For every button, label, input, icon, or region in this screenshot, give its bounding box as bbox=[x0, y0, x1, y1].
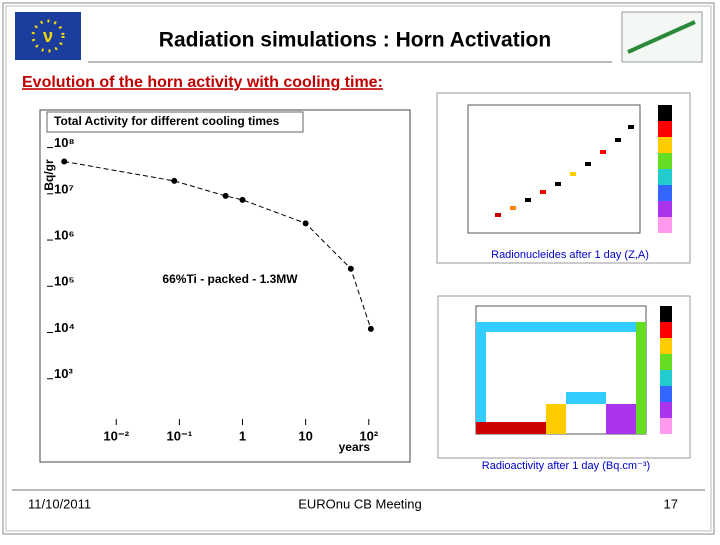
x-tick-label: 1 bbox=[239, 428, 246, 443]
y-axis-label: Bq/gr bbox=[42, 159, 56, 191]
slide-title: Radiation simulations : Horn Activation bbox=[159, 29, 551, 52]
y-tick-label: 10⁶ bbox=[54, 227, 74, 242]
x-tick-label: 10⁻¹ bbox=[167, 428, 193, 443]
eu-stars bbox=[31, 19, 65, 53]
zA-map-cells bbox=[495, 125, 634, 217]
y-tick-label: 10⁵ bbox=[54, 274, 75, 289]
data-point bbox=[347, 265, 354, 272]
zA-map-panel bbox=[436, 92, 691, 264]
x-tick-label: 10² bbox=[359, 428, 378, 443]
y-tick-label: 10⁸ bbox=[54, 135, 75, 150]
data-point bbox=[367, 325, 374, 332]
y-tick-label: 10³ bbox=[54, 366, 73, 381]
caption-bottom: Radioactivity after 1 day (Bq.cm⁻³) bbox=[482, 460, 650, 472]
data-point bbox=[222, 192, 229, 199]
y-tick-label: 10⁴ bbox=[54, 320, 75, 335]
footer-date: 11/10/2011 bbox=[28, 496, 91, 511]
chart-annotation: 66%Ti - packed - 1.3MW bbox=[162, 272, 298, 286]
x-tick-label: 10⁻² bbox=[103, 428, 129, 443]
x-axis-label: years bbox=[339, 440, 371, 454]
chart-title-box bbox=[46, 111, 304, 133]
chart-panel bbox=[39, 109, 411, 463]
data-point bbox=[61, 158, 68, 165]
y-tick-label: 10⁷ bbox=[54, 181, 74, 196]
caption-top: Radionucleides after 1 day (Z,A) bbox=[491, 249, 649, 261]
data-point bbox=[171, 177, 178, 184]
chart-title: Total Activity for different cooling tim… bbox=[54, 114, 280, 128]
slide-frame-inner bbox=[5, 5, 712, 532]
x-tick-label: 10 bbox=[298, 428, 312, 443]
slide-subtitle: Evolution of the horn activity with cool… bbox=[22, 74, 383, 91]
activity-map-shape bbox=[476, 322, 646, 434]
beam-logo-line bbox=[627, 20, 696, 54]
zA-map-frame bbox=[467, 104, 641, 234]
footer-page: 17 bbox=[664, 496, 678, 511]
activity-color-scale bbox=[660, 306, 672, 434]
zA-color-scale bbox=[658, 105, 672, 233]
data-point bbox=[239, 196, 246, 203]
slide-frame bbox=[2, 2, 715, 535]
logo-nu: ν bbox=[43, 26, 53, 46]
data-point bbox=[302, 220, 309, 227]
footer-meeting: EUROnu CB Meeting bbox=[298, 496, 422, 511]
